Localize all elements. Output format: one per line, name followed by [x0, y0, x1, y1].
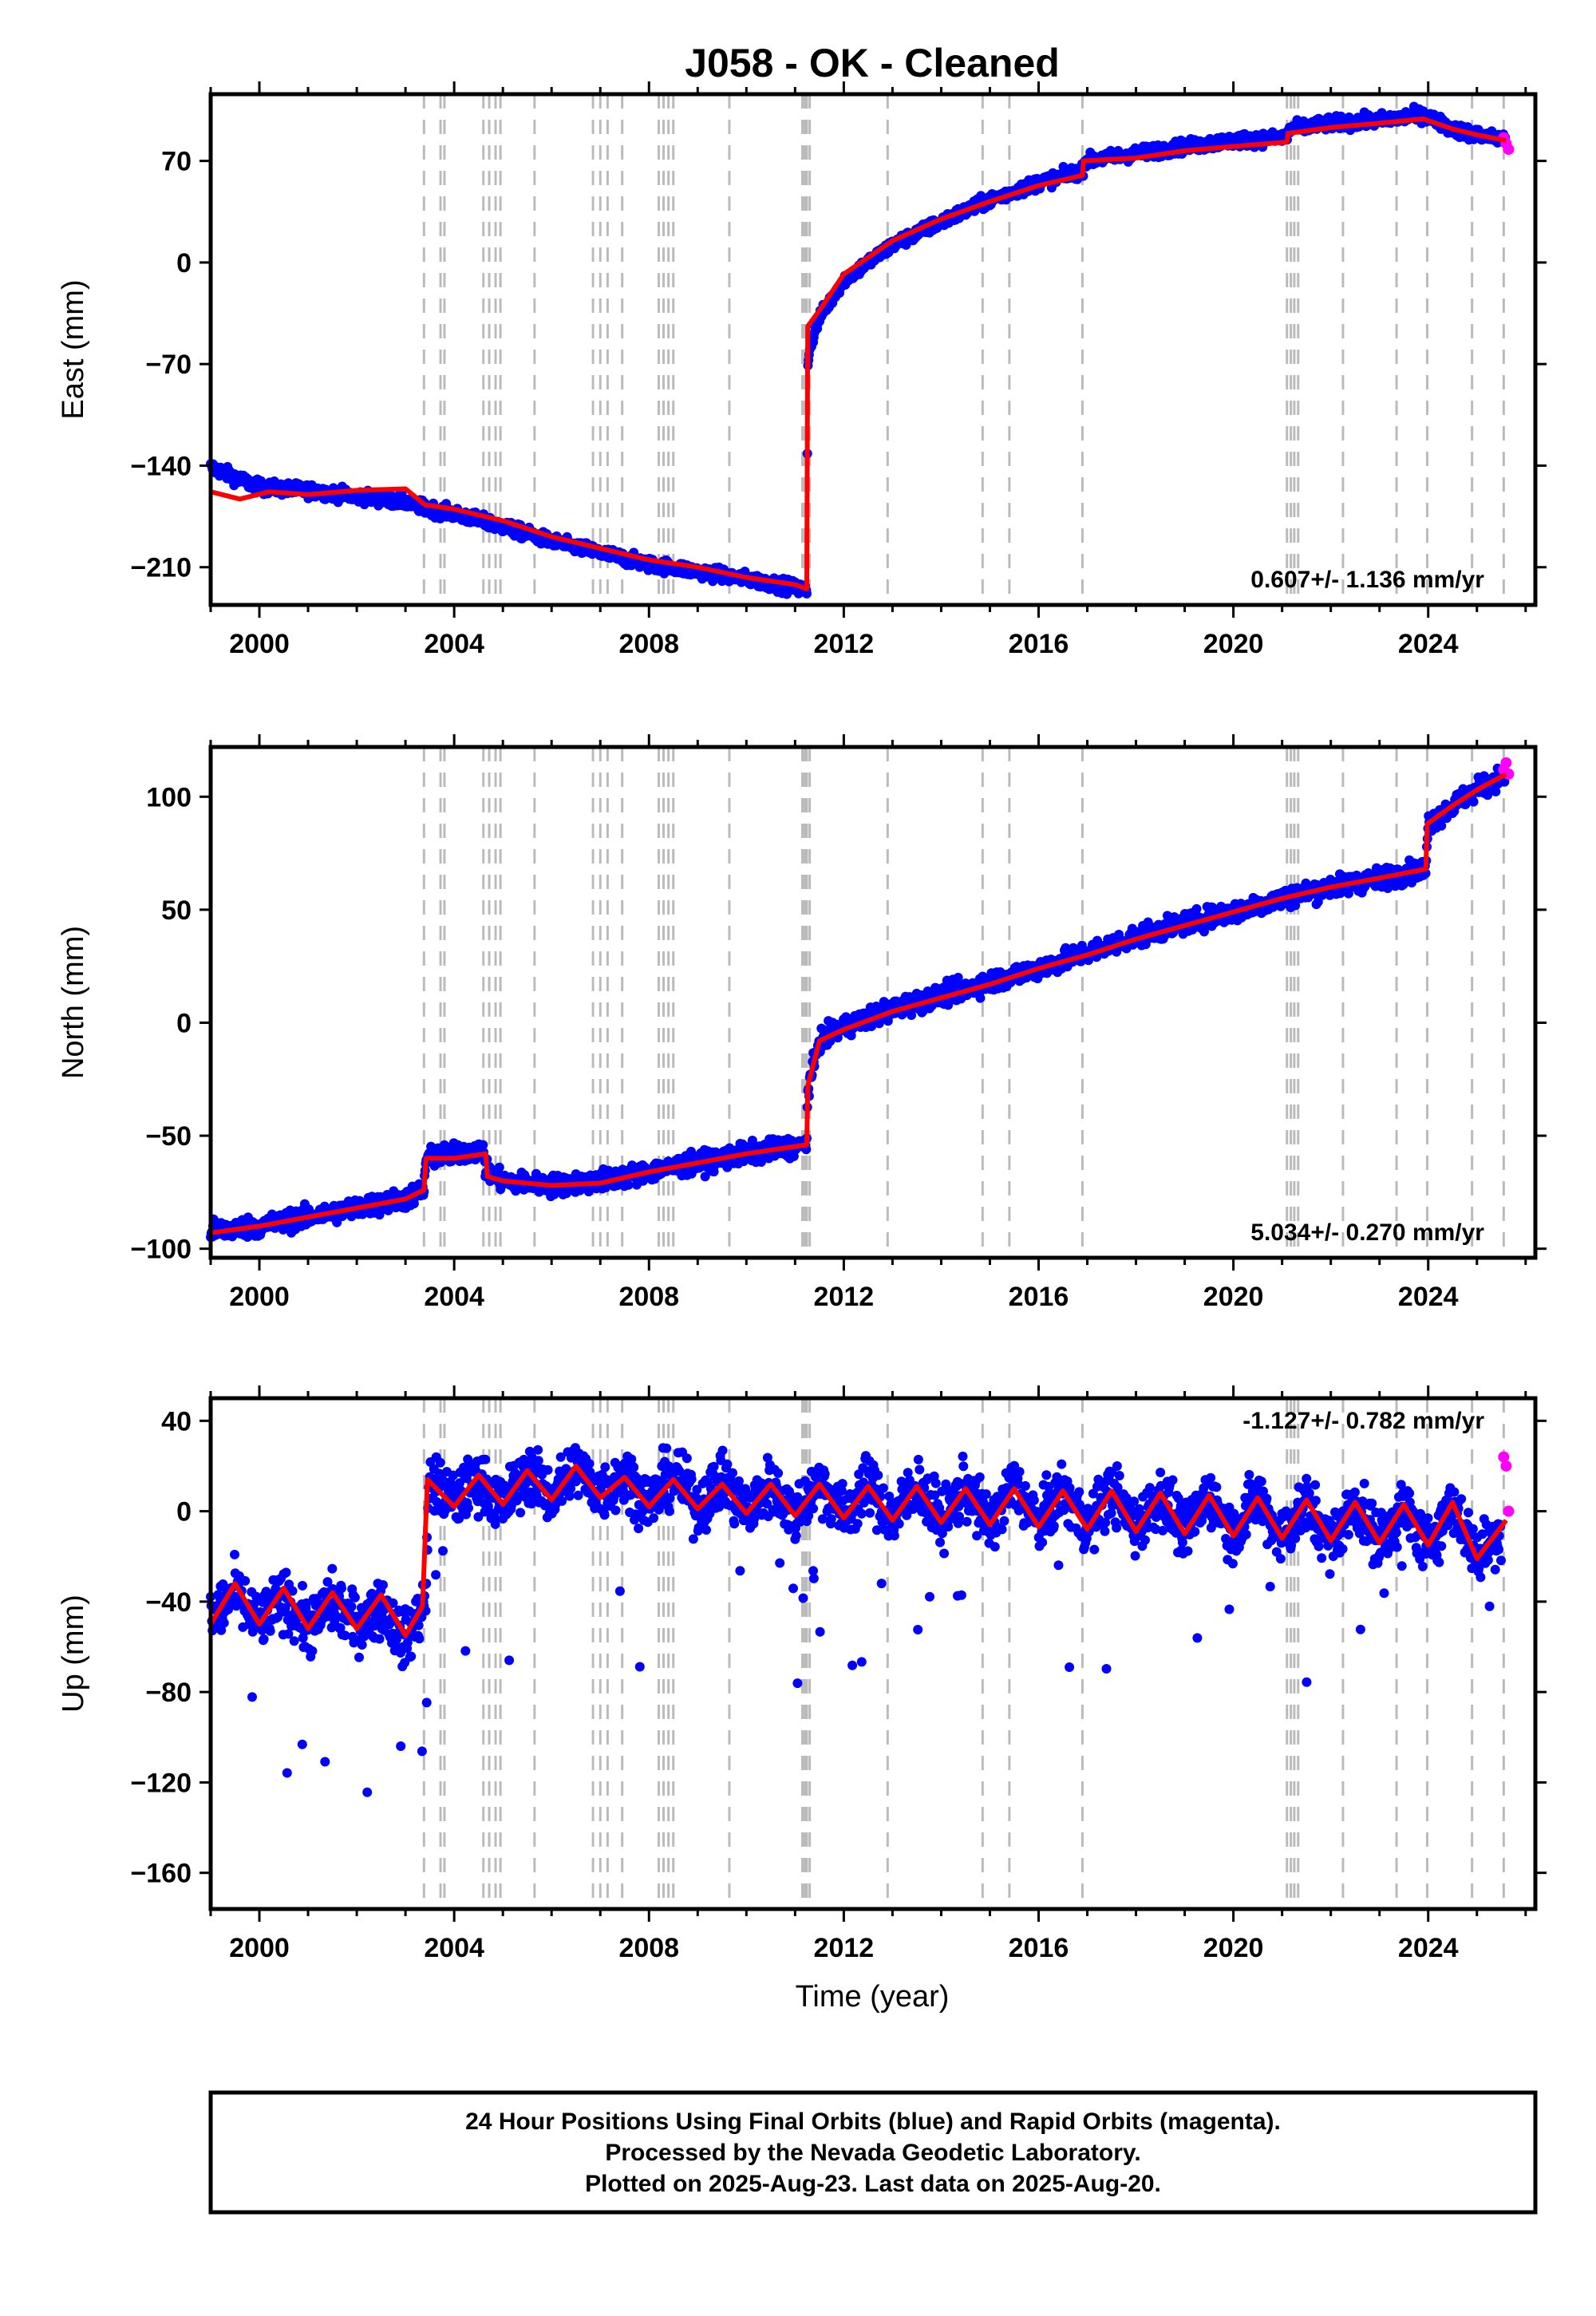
east-panel: −210 −140 −70 0 70 2000 2004 2008 2012 2016 2020 20… — [57, 81, 1547, 659]
final-point — [259, 1634, 269, 1644]
final-point — [281, 1567, 291, 1578]
plot-frame — [208, 745, 1538, 1260]
final-point — [240, 1575, 251, 1586]
x-tick-label: 2000 — [229, 629, 290, 659]
final-orbit-points — [206, 1443, 1506, 1797]
final-point — [357, 1640, 367, 1650]
x-tick-label: 2008 — [618, 629, 679, 659]
x-tick-label: 2004 — [424, 1282, 484, 1312]
x-tick-label: 2004 — [424, 629, 484, 659]
x-tick-label: 2024 — [1398, 1282, 1459, 1312]
rapid-point — [1503, 144, 1515, 156]
model-line — [210, 116, 1507, 591]
y-tick-label: −70 — [145, 350, 192, 380]
x-tick-label: 2008 — [618, 1282, 679, 1312]
y-tick-label: −50 — [145, 1121, 192, 1152]
final-orbit-points — [206, 101, 1511, 599]
final-point — [289, 1636, 299, 1646]
rapid-point — [1500, 757, 1512, 769]
north-panel: −100 −50 0 50 100 2000 2004 2008 2012 2016 2020 202… — [57, 734, 1547, 1312]
y-tick-label: −210 — [130, 553, 192, 583]
final-point — [327, 1563, 338, 1574]
x-tick-label: 2012 — [814, 1282, 875, 1312]
rate-label: 5.034+/- 0.270 mm/yr — [1250, 1219, 1484, 1246]
final-point — [494, 1162, 504, 1172]
final-point — [337, 1583, 346, 1594]
final-point — [265, 1626, 275, 1636]
final-point — [307, 1646, 318, 1656]
y-tick-label: 70 — [161, 147, 192, 177]
x-tick-label: 2016 — [1009, 629, 1069, 659]
y-tick-label: −140 — [130, 451, 192, 481]
final-point — [975, 993, 986, 1003]
final-point — [1483, 790, 1493, 800]
final-point — [230, 1549, 239, 1559]
final-point — [298, 1580, 307, 1591]
x-tick-label: 2012 — [814, 629, 875, 659]
final-point — [346, 1602, 357, 1612]
y-tick-label: −100 — [130, 1235, 192, 1265]
final-point — [623, 1180, 634, 1190]
final-point — [1468, 796, 1479, 807]
x-tick-label: 2020 — [1203, 1282, 1264, 1312]
plot-frame — [208, 92, 1538, 607]
chart-title: J058 - OK - Cleaned — [685, 41, 1060, 85]
x-tick-label: 2000 — [229, 1282, 290, 1312]
x-tick-label: 2016 — [1009, 1282, 1069, 1312]
rate-label: 0.607+/- 1.136 mm/yr — [1250, 567, 1484, 593]
final-point — [350, 1592, 360, 1603]
model-line — [210, 772, 1507, 1235]
final-orbit-points — [206, 763, 1511, 1243]
final-point — [802, 588, 812, 599]
final-point — [219, 1618, 229, 1628]
y-tick-label: 100 — [146, 782, 192, 812]
x-tick-label: 2024 — [1398, 629, 1459, 659]
y-tick-label: 0 — [176, 248, 192, 279]
y-tick-label: 50 — [161, 895, 192, 926]
final-point — [1436, 820, 1447, 831]
final-point — [1191, 903, 1202, 914]
final-point — [354, 1652, 364, 1662]
y-tick-label: 0 — [176, 1008, 192, 1038]
y-axis-label: East (mm) — [57, 279, 90, 419]
y-axis-label: North (mm) — [57, 926, 90, 1079]
x-tick-label: 2020 — [1203, 629, 1264, 659]
